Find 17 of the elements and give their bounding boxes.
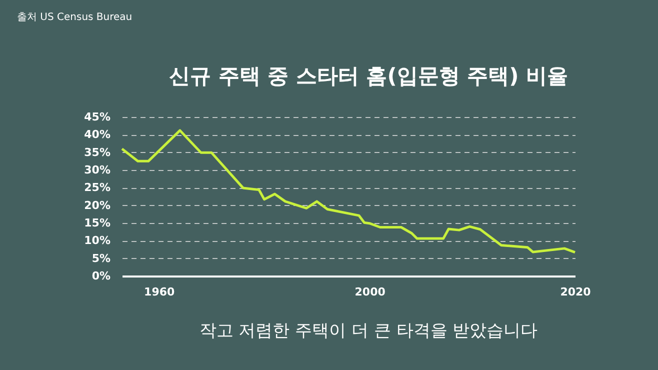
y-tick-label: 15% [84,216,110,230]
y-tick-label: 5% [92,252,110,265]
y-tick-label: 0% [92,270,110,282]
y-tick-label: 30% [84,164,110,176]
x-tick-label: 2000 [354,286,386,298]
line-series [120,129,576,254]
text: 작고 저렴한 주택이 더 큰 타격을 받았습니다 [199,321,538,341]
y-tick-label: 35% [84,146,110,159]
y-tick-label: 40% [84,128,110,142]
y-tick-label: 10% [84,234,110,248]
y-tick-label: 20% [84,198,110,212]
y-tick-label: 25% [84,181,110,194]
x-tick-label: 1960 [144,286,176,298]
source-note: 출처 US Census Bureau [17,12,132,23]
chart-title: 신규 주택 중 스타터 홈(입문형 주택) 비율 [168,64,568,88]
y-tick-label: 45% [84,110,110,124]
x-tick-label: 2020 [560,286,592,298]
